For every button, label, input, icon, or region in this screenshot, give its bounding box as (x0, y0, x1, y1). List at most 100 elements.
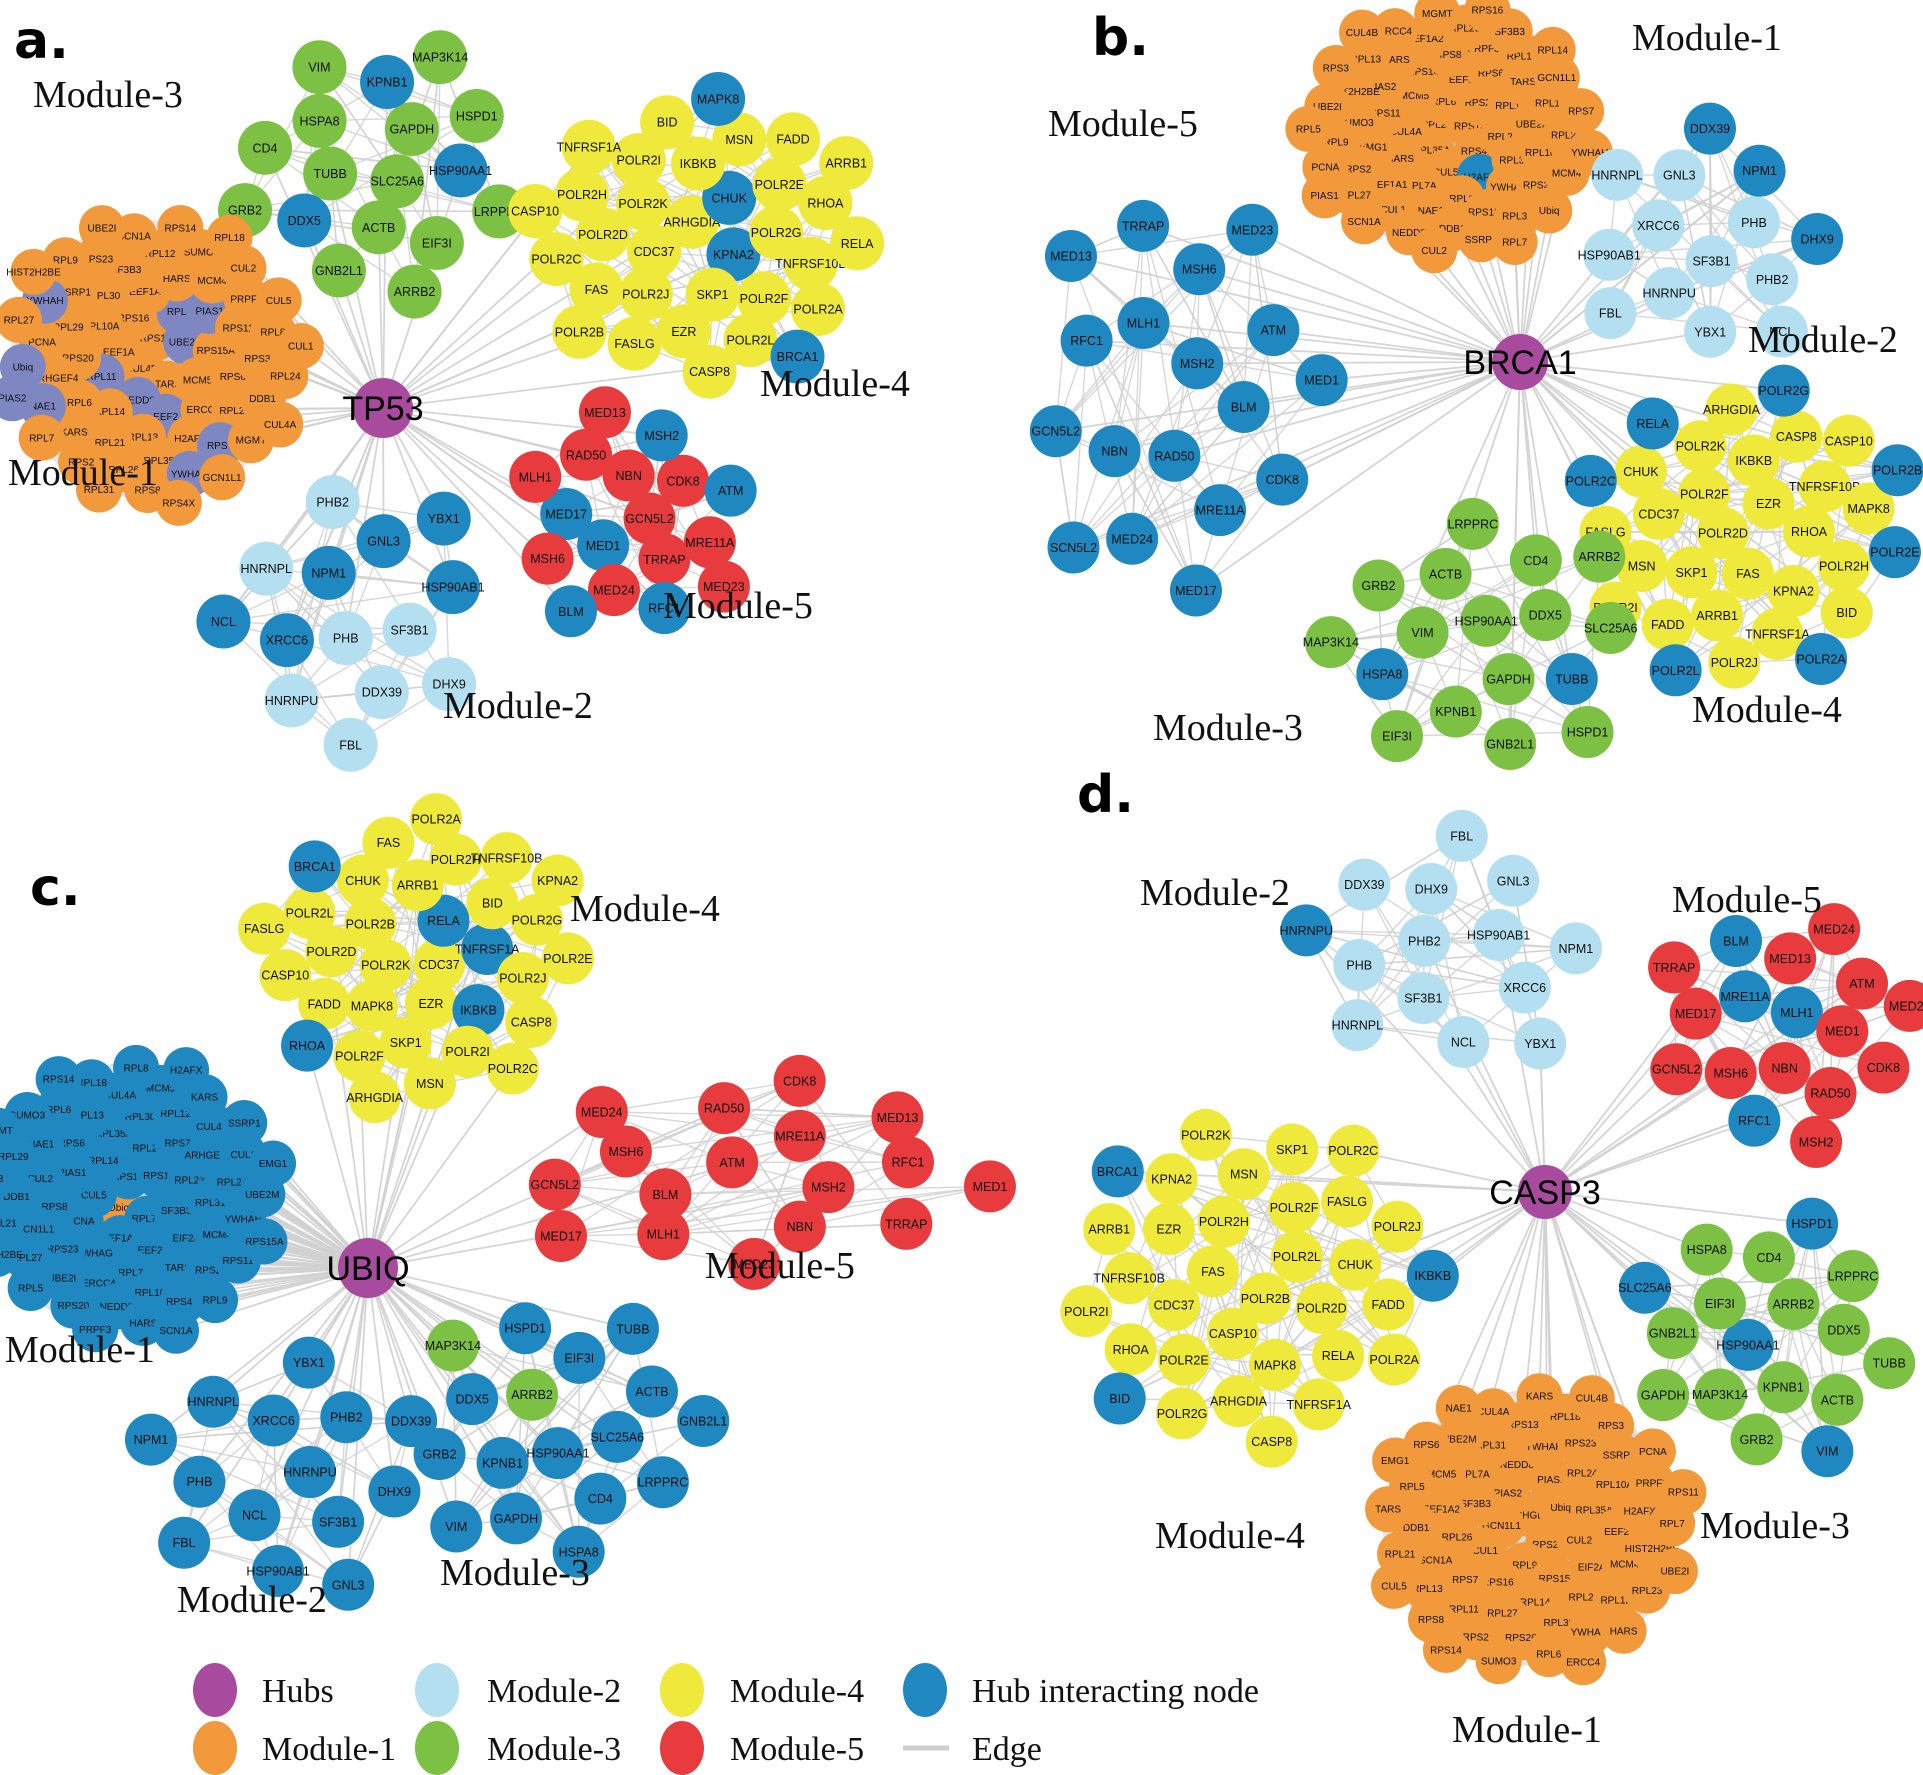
hub-edge (1272, 329, 1521, 363)
node-RPS4X (155, 479, 202, 526)
node-POLR2L (1649, 644, 1702, 697)
node-EIF3I (553, 1331, 606, 1384)
node-POLR2A (791, 282, 846, 337)
module-cluster-b-module-4: POLR2D EZR FAS POLR2F RHOA SKP1 IKBKB KPNA2 CDC3… (1564, 364, 1923, 731)
node-BLM (544, 585, 597, 638)
node-label: POLR2B (555, 325, 604, 339)
node-FADD (1362, 1278, 1415, 1331)
node-label: RPL27 (1340, 190, 1371, 201)
node-GNL3 (1487, 854, 1540, 907)
node-label: RPS26 (1505, 1633, 1537, 1644)
node-label: POLR2A (1370, 1353, 1420, 1367)
node-RHOA (281, 1019, 334, 1072)
node-HSP90AB1 (1583, 228, 1636, 281)
node-POLR2E (541, 932, 594, 985)
node-label: MCM5 (1400, 91, 1430, 102)
node-label: RPS15A (1468, 207, 1507, 218)
node-label: SF3B1 (1404, 992, 1442, 1006)
node-BLM (1217, 380, 1270, 433)
node-label: RPS11 (222, 323, 253, 334)
node-SLC25A6 (370, 154, 425, 209)
node-label: YWHAH (26, 296, 63, 307)
node-TRRAP (1648, 941, 1701, 994)
edge (1085, 229, 1254, 342)
hub-edge (1519, 169, 1761, 363)
node-RPL5 (7, 1264, 54, 1311)
node-HSP90AB1 (252, 1544, 305, 1597)
node-label: RPL30 (125, 1112, 156, 1123)
hub-node-UBIQ (338, 1238, 398, 1298)
node-label: CDK8 (783, 1074, 816, 1088)
node-CASP10 (1822, 414, 1875, 467)
edge (222, 620, 411, 631)
node-label: POLR2B (346, 917, 395, 931)
node-label: HNRNPL (1332, 1019, 1383, 1033)
node-label: MCM4 (197, 276, 227, 287)
node-label: SSRP1 (228, 1118, 261, 1129)
node-PRPF3 (72, 1306, 119, 1353)
node-label: CUL1 (231, 1150, 257, 1161)
node-label: DDX5 (1827, 1323, 1860, 1337)
node-label: ARRB1 (1696, 609, 1738, 623)
edge (1644, 1275, 1854, 1289)
node-HNRNPL (1591, 148, 1644, 201)
node-label: RAD50 (1810, 1087, 1850, 1101)
node-label: LRPPRC (1447, 517, 1498, 531)
node-label: RFC1 (648, 602, 681, 616)
node-label: GCN5L2 (531, 1178, 580, 1192)
node-label: MSN (1628, 559, 1656, 573)
edge (1330, 641, 1510, 680)
node-label: POLR2K (1181, 1128, 1231, 1142)
node-label: FAS (585, 283, 609, 297)
node-label: MED24 (581, 1105, 623, 1119)
node-label: TARS (1375, 1505, 1401, 1516)
node-label: RPL23 (1421, 120, 1452, 131)
node-label: ARRB2 (394, 285, 436, 299)
node-GRB2 (1730, 1413, 1783, 1466)
node-label: EIF3I (1705, 1297, 1735, 1311)
node-label: Ubiq (109, 1203, 130, 1214)
node-MED23 (1883, 979, 1923, 1032)
node-label: MED13 (584, 406, 626, 420)
node-CDK8 (657, 454, 710, 507)
node-label: RPL12 (145, 249, 176, 260)
node-RFC1 (881, 1136, 934, 1189)
node-label: TNFRSF10B (471, 852, 543, 866)
node-label: RHOA (1113, 1343, 1150, 1357)
node-label: GAPDH (390, 123, 434, 137)
node-label: GNB2L1 (1649, 1327, 1697, 1341)
node-SF3B1 (1685, 235, 1738, 288)
node-label: RPL27 (4, 315, 35, 326)
node-CDC37 (627, 224, 682, 279)
node-KPNB1 (476, 1436, 529, 1489)
node-HSPA8 (552, 1525, 605, 1578)
node-MAP3K14 (1694, 1368, 1747, 1421)
node-label: CDK8 (1266, 473, 1299, 487)
node-label: RPL35A (144, 456, 182, 467)
node-PCNA (1629, 1428, 1676, 1475)
edge (244, 209, 438, 244)
edge (1131, 379, 1323, 540)
node-label: RPS15 (1539, 1574, 1571, 1585)
panel-letter-c: c. (30, 858, 81, 918)
node-label: HNRNPL (241, 562, 292, 576)
node-label: RELA (427, 914, 460, 928)
hub-edge (1544, 1072, 1732, 1193)
node-DDX5 (1519, 589, 1572, 642)
node-label: UBE2M (245, 1190, 279, 1201)
node-label: ACTB (1821, 1393, 1854, 1407)
node-label: DDB1 (1403, 1523, 1430, 1534)
node-label: POLR2A (1796, 652, 1846, 666)
node-XRCC6 (1498, 961, 1551, 1014)
node-label: IKBKB (460, 1004, 497, 1018)
edge (1509, 559, 1537, 745)
node-MSH2 (635, 409, 688, 462)
node-label: KARS (191, 1093, 219, 1104)
node-label: RPS13 (1454, 121, 1486, 132)
node-label: RPL35A (95, 1129, 133, 1140)
node-label: YWHAG (1490, 183, 1528, 194)
node-label: POLR2F (740, 292, 789, 306)
node-label: CUL5 (1433, 167, 1459, 178)
node-label: POLR2H (1819, 559, 1869, 573)
node-label: UBE2M (1516, 120, 1550, 131)
